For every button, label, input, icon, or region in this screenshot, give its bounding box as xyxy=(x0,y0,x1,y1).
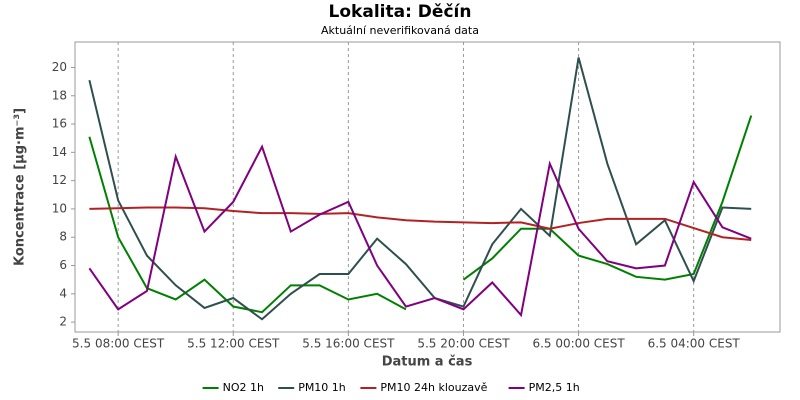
y-tick-label: 12 xyxy=(52,173,67,187)
chart-title: Lokalita: Děčín xyxy=(329,2,472,22)
x-tick-label: 5.5 16:00 CEST xyxy=(302,337,395,351)
y-tick-label: 10 xyxy=(52,201,67,215)
y-axis-label: Koncentrace [µg·m⁻³] xyxy=(13,108,28,266)
series-line xyxy=(88,57,752,321)
y-tick-label: 2 xyxy=(59,315,67,329)
y-tick-label: 20 xyxy=(52,60,67,74)
legend-label: NO2 1h xyxy=(223,381,264,394)
y-tick-label: 16 xyxy=(52,117,67,131)
y-tick-label: 6 xyxy=(59,258,67,272)
x-tick-label: 5.5 12:00 CEST xyxy=(187,337,280,351)
x-tick-label: 5.5 20:00 CEST xyxy=(417,337,510,351)
x-tick-label: 6.5 04:00 CEST xyxy=(648,337,741,351)
y-tick-label: 18 xyxy=(52,88,67,102)
legend-label: PM10 1h xyxy=(298,381,346,394)
legend-label: PM10 24h klouzavě xyxy=(380,381,487,394)
plot-area xyxy=(74,41,781,333)
series-line xyxy=(89,206,752,242)
legend-label: PM2,5 1h xyxy=(529,381,580,394)
y-tick-label: 4 xyxy=(59,286,67,300)
y-tick-label: 14 xyxy=(52,145,67,159)
x-tick-label: 5.5 08:00 CEST xyxy=(72,337,165,351)
y-tick-label: 8 xyxy=(59,230,67,244)
series-line xyxy=(88,144,752,318)
x-tick-label: 6.5 00:00 CEST xyxy=(532,337,625,351)
x-axis-label: Datum a čas xyxy=(382,355,473,370)
chart-subtitle: Aktuální neverifikovaná data xyxy=(321,24,479,37)
